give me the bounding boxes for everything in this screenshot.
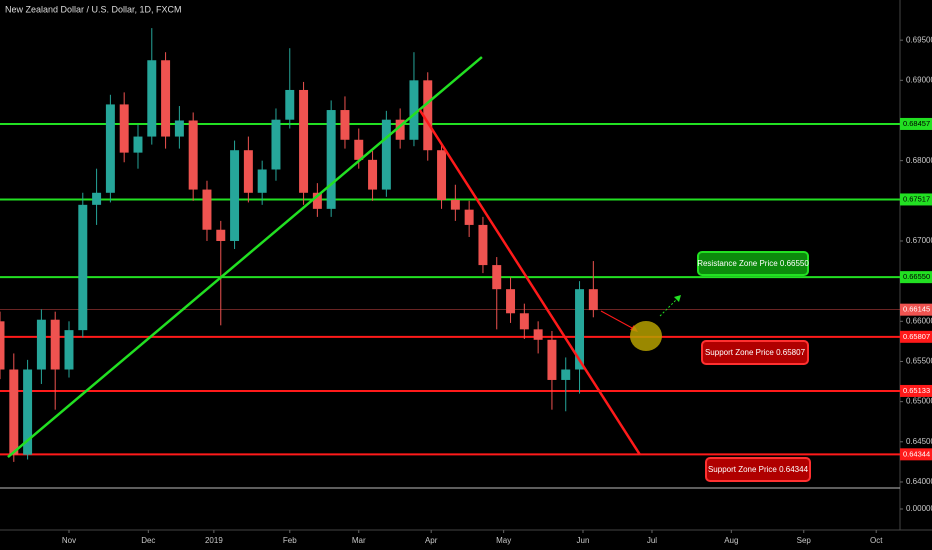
- level-tag: [900, 330, 932, 343]
- candle-body: [0, 321, 5, 370]
- candle-body: [547, 339, 557, 380]
- x-tick-label: Jun: [577, 536, 590, 545]
- candle-body: [326, 110, 336, 209]
- x-tick-label: Sep: [797, 536, 812, 545]
- annotation-box: [697, 251, 809, 276]
- candle-body: [368, 159, 378, 190]
- candle-body: [492, 265, 502, 290]
- candle-body: [147, 60, 157, 137]
- level-tag: [900, 117, 932, 130]
- candle-body: [561, 369, 571, 380]
- candle-body: [119, 104, 129, 153]
- chart-title: New Zealand Dollar / U.S. Dollar, 1D, FX…: [5, 4, 182, 14]
- x-tick-label: May: [496, 536, 511, 545]
- level-label: 0.67517: [903, 194, 930, 203]
- candle-body: [105, 104, 115, 193]
- candle-body: [478, 224, 488, 266]
- candle-body: [575, 289, 585, 370]
- annotation-box: [701, 340, 809, 365]
- candle-body: [257, 169, 267, 193]
- candle-body: [243, 150, 253, 193]
- candle-body: [533, 329, 543, 340]
- candle-body: [312, 192, 322, 209]
- bounce-arrowhead: [674, 295, 681, 302]
- volume-tick-label: 0.00000: [906, 504, 932, 513]
- candle-body: [588, 289, 598, 311]
- x-tick-label: Nov: [62, 536, 76, 545]
- level-tag: [900, 384, 932, 397]
- candle-body: [450, 200, 460, 210]
- candle-body: [78, 204, 88, 331]
- annotation-box: [705, 457, 811, 482]
- candle-body: [285, 89, 295, 120]
- candle-body: [9, 369, 19, 455]
- level-tag: [900, 448, 932, 461]
- candle-body: [464, 209, 474, 225]
- candle-body: [36, 319, 46, 370]
- level-label: 0.65807: [903, 332, 930, 341]
- candle-body: [423, 80, 433, 151]
- bounce-arrow: [659, 298, 678, 317]
- candle-body: [299, 89, 309, 193]
- level-label: 0.66550: [903, 272, 930, 281]
- projection-arrow: [600, 310, 635, 330]
- candle-body: [271, 119, 281, 170]
- candle-body: [354, 139, 364, 160]
- x-tick-label: Aug: [724, 536, 738, 545]
- candle-body: [174, 120, 184, 137]
- trendline: [7, 56, 483, 459]
- level-label: 0.64344: [903, 449, 930, 458]
- candle-body: [188, 120, 198, 190]
- candle-body: [506, 289, 516, 314]
- candle-body: [92, 192, 102, 205]
- candle-body: [202, 189, 212, 230]
- x-tick-label: Mar: [352, 536, 366, 545]
- last-price-label: 0.66145: [903, 305, 930, 314]
- annotation-text: Resistance Zone Price 0.66550: [697, 259, 809, 268]
- x-tick-label: 2019: [205, 536, 223, 545]
- annotation-text: Support Zone Price 0.65807: [705, 348, 806, 357]
- candle-body: [230, 150, 240, 241]
- candle-body: [50, 319, 60, 370]
- candle-body: [64, 330, 74, 370]
- level-tag: [900, 193, 932, 206]
- target-zone: [630, 321, 662, 351]
- x-tick-label: Feb: [283, 536, 297, 545]
- level-tag: [900, 271, 932, 284]
- candle-body: [161, 60, 171, 137]
- x-tick-label: Jul: [647, 536, 657, 545]
- candle-body: [409, 80, 419, 140]
- candle-body: [216, 229, 226, 241]
- annotation-text: Support Zone Price 0.64344: [708, 465, 809, 474]
- x-tick-label: Apr: [425, 536, 438, 545]
- x-tick-label: Dec: [141, 536, 155, 545]
- last-price-tag: [900, 303, 932, 316]
- candle-body: [340, 110, 350, 140]
- candle-body: [381, 119, 391, 190]
- trendline: [418, 109, 641, 456]
- level-label: 0.65133: [903, 386, 930, 395]
- candle-body: [133, 136, 143, 153]
- x-tick-label: Oct: [870, 536, 883, 545]
- candle-body: [395, 119, 405, 140]
- candle-body: [23, 369, 33, 455]
- candle-body: [437, 150, 447, 201]
- candle-body: [519, 313, 529, 330]
- level-label: 0.68457: [903, 119, 930, 128]
